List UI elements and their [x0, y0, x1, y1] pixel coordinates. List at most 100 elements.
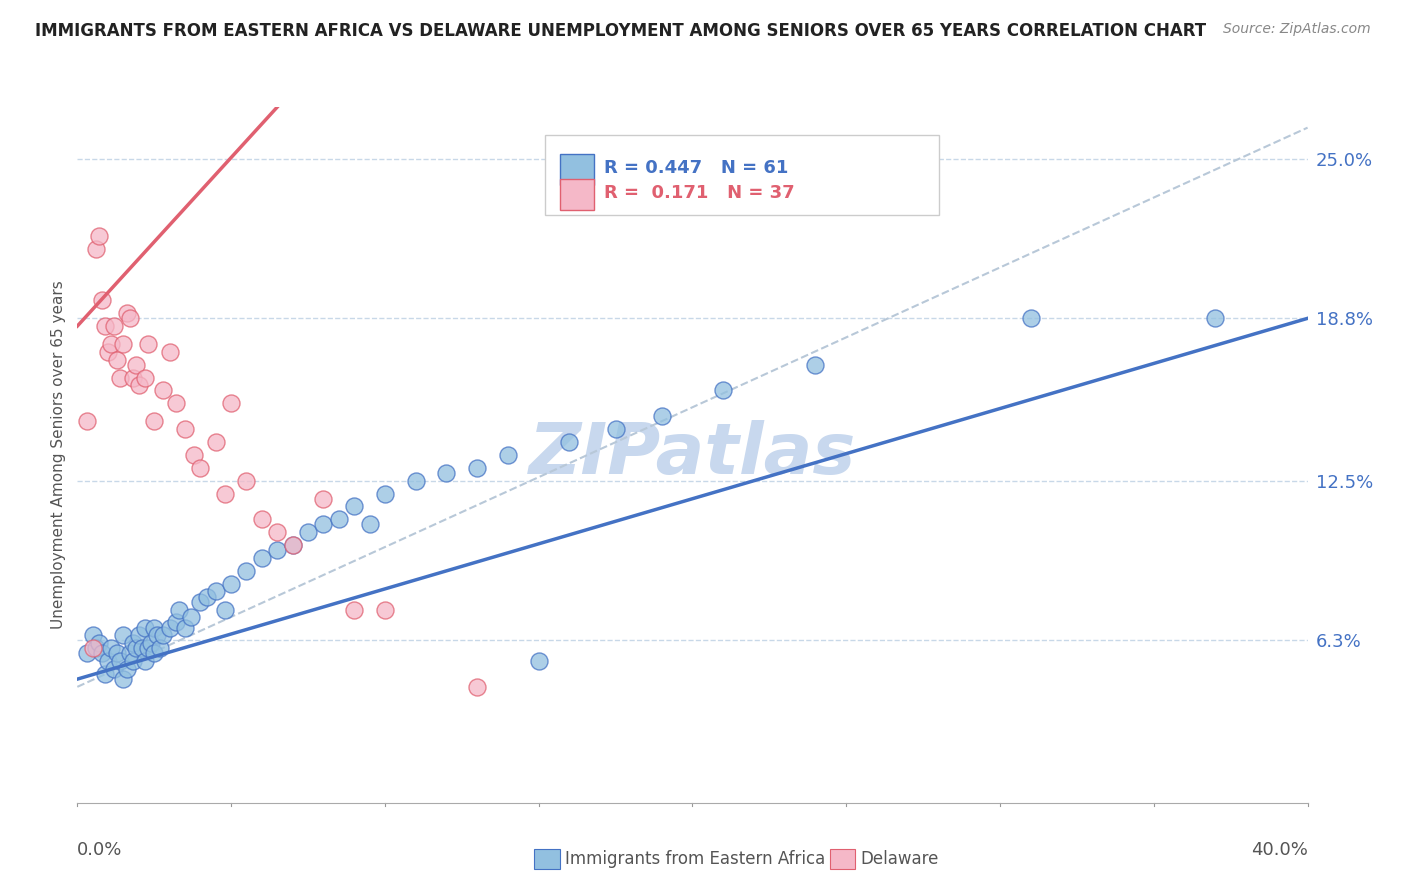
Y-axis label: Unemployment Among Seniors over 65 years: Unemployment Among Seniors over 65 years — [51, 281, 66, 629]
Point — [146, 628, 169, 642]
Text: IMMIGRANTS FROM EASTERN AFRICA VS DELAWARE UNEMPLOYMENT AMONG SENIORS OVER 65 YE: IMMIGRANTS FROM EASTERN AFRICA VS DELAWA… — [35, 22, 1206, 40]
Point — [188, 460, 212, 475]
Point — [82, 628, 104, 642]
Point — [143, 646, 166, 660]
Point — [343, 602, 366, 616]
Point — [149, 641, 172, 656]
Point — [125, 358, 148, 372]
Point — [136, 641, 159, 656]
Point — [558, 435, 581, 450]
Point — [84, 242, 107, 256]
Bar — [560, 153, 595, 185]
Point — [165, 396, 187, 410]
Point — [100, 641, 122, 656]
Point — [128, 378, 150, 392]
Point — [112, 628, 135, 642]
Point — [152, 384, 174, 398]
Point — [97, 654, 120, 668]
Point — [250, 512, 273, 526]
Text: R =  0.171   N = 37: R = 0.171 N = 37 — [605, 185, 794, 202]
Point — [343, 500, 366, 514]
Point — [180, 610, 202, 624]
Text: Source: ZipAtlas.com: Source: ZipAtlas.com — [1223, 22, 1371, 37]
Point — [804, 358, 827, 372]
Point — [214, 602, 236, 616]
Point — [405, 474, 427, 488]
Point — [143, 414, 166, 428]
Point — [235, 564, 257, 578]
Point — [167, 602, 190, 616]
Point — [204, 435, 226, 450]
Point — [90, 293, 114, 308]
Point — [76, 646, 98, 660]
Point — [297, 525, 319, 540]
Point — [651, 409, 673, 424]
Point — [183, 448, 205, 462]
Point — [204, 584, 226, 599]
Point — [219, 576, 242, 591]
Point — [115, 306, 138, 320]
Point — [94, 319, 117, 334]
Point — [103, 662, 125, 676]
Point — [374, 486, 396, 500]
Point — [134, 621, 156, 635]
Point — [100, 337, 122, 351]
Point — [76, 414, 98, 428]
Text: R = 0.447   N = 61: R = 0.447 N = 61 — [605, 160, 789, 178]
Point — [374, 602, 396, 616]
Text: 40.0%: 40.0% — [1251, 841, 1308, 859]
Point — [90, 646, 114, 660]
Point — [94, 667, 117, 681]
Text: 0.0%: 0.0% — [77, 841, 122, 859]
Point — [152, 628, 174, 642]
Point — [465, 680, 488, 694]
Point — [103, 319, 125, 334]
Point — [136, 337, 159, 351]
Point — [250, 551, 273, 566]
Point — [188, 595, 212, 609]
Point — [281, 538, 304, 552]
Point — [219, 396, 242, 410]
Point — [87, 636, 110, 650]
Point — [112, 337, 135, 351]
Point — [281, 538, 304, 552]
Text: Delaware: Delaware — [860, 850, 939, 868]
Point — [328, 512, 350, 526]
Point — [266, 525, 288, 540]
Point — [82, 641, 104, 656]
Point — [105, 352, 128, 367]
Point — [121, 370, 143, 384]
Point — [711, 384, 734, 398]
Bar — [546, 135, 939, 215]
Point — [359, 517, 381, 532]
Point — [121, 636, 143, 650]
Point — [266, 543, 288, 558]
Point — [174, 621, 197, 635]
Point — [115, 662, 138, 676]
Point — [143, 621, 166, 635]
Point — [125, 641, 148, 656]
Point — [121, 654, 143, 668]
Point — [112, 672, 135, 686]
Point — [131, 641, 153, 656]
Point — [235, 474, 257, 488]
Point — [87, 228, 110, 243]
Point — [1019, 311, 1042, 326]
Point — [134, 370, 156, 384]
Point — [110, 654, 132, 668]
Point — [605, 422, 627, 436]
Text: Immigrants from Eastern Africa: Immigrants from Eastern Africa — [565, 850, 825, 868]
Point — [118, 646, 141, 660]
Bar — [560, 178, 595, 210]
Point — [195, 590, 218, 604]
Point — [312, 517, 335, 532]
Point — [105, 646, 128, 660]
Point — [141, 636, 163, 650]
Point — [118, 311, 141, 326]
Point — [128, 628, 150, 642]
Point — [527, 654, 550, 668]
Point — [436, 466, 458, 480]
Point — [97, 344, 120, 359]
Point — [159, 344, 181, 359]
Text: ZIPatlas: ZIPatlas — [529, 420, 856, 490]
